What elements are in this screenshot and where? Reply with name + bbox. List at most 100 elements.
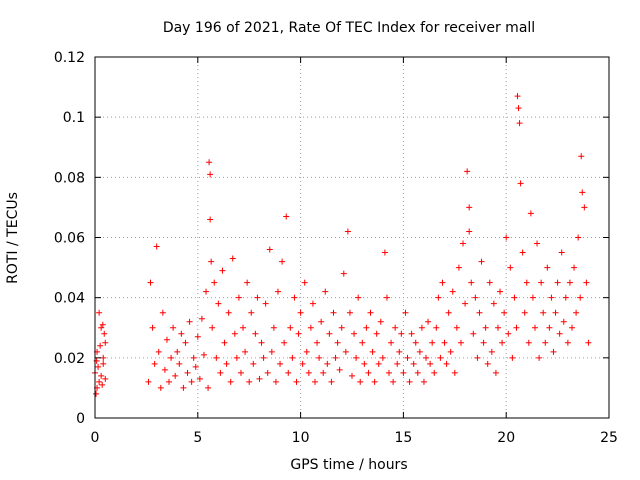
data-point — [536, 354, 543, 361]
data-point — [161, 366, 168, 373]
data-point — [293, 378, 300, 385]
data-point — [410, 360, 417, 367]
data-point — [314, 339, 321, 346]
data-point — [184, 369, 191, 376]
data-point — [437, 354, 444, 361]
data-point — [513, 324, 520, 331]
y-tick-label: 0 — [76, 411, 85, 427]
data-point — [240, 324, 247, 331]
data-point — [523, 279, 530, 286]
data-point — [453, 324, 460, 331]
data-points — [92, 93, 592, 397]
data-point — [324, 360, 331, 367]
data-point — [470, 330, 477, 337]
data-point — [514, 93, 521, 100]
data-point — [562, 294, 569, 301]
data-point — [359, 339, 366, 346]
data-point — [168, 354, 175, 361]
data-point — [285, 369, 292, 376]
data-point — [198, 315, 205, 322]
data-point — [414, 369, 421, 376]
data-point — [219, 267, 226, 274]
data-point — [102, 375, 109, 382]
data-point — [332, 354, 339, 361]
data-point — [499, 339, 506, 346]
data-point — [449, 288, 456, 295]
data-point — [98, 372, 105, 379]
data-point — [505, 330, 512, 337]
data-point — [248, 309, 255, 316]
data-point — [540, 309, 547, 316]
data-point — [97, 342, 104, 349]
y-tick-label: 0.12 — [54, 50, 85, 66]
data-point — [346, 309, 353, 316]
data-point — [531, 324, 538, 331]
data-point — [260, 354, 267, 361]
data-point — [190, 354, 197, 361]
data-point — [581, 204, 588, 211]
data-point — [274, 288, 281, 295]
data-point — [170, 324, 177, 331]
data-point — [492, 369, 499, 376]
data-point — [231, 330, 238, 337]
data-point — [501, 309, 508, 316]
data-point — [400, 369, 407, 376]
data-point — [205, 384, 212, 391]
data-point — [390, 378, 397, 385]
data-point — [330, 309, 337, 316]
data-point — [215, 300, 222, 307]
data-point — [221, 339, 228, 346]
data-point — [486, 279, 493, 286]
data-point — [93, 390, 100, 397]
data-point — [270, 324, 277, 331]
data-point — [474, 354, 481, 361]
data-point — [482, 324, 489, 331]
data-point — [244, 279, 251, 286]
data-point — [542, 339, 549, 346]
data-point — [182, 339, 189, 346]
data-point — [242, 348, 249, 355]
data-point — [309, 300, 316, 307]
data-point — [266, 246, 273, 253]
data-point — [96, 378, 103, 385]
data-point — [416, 348, 423, 355]
axes: 0 5 10 15 20 25 0 0.02 0.04 0.06 0.08 0.1 0.12 — [54, 50, 618, 446]
x-axis-label: GPS time / hours — [290, 457, 407, 473]
data-point — [166, 378, 173, 385]
data-point — [186, 318, 193, 325]
x-tick-label: 0 — [91, 430, 100, 446]
data-point — [484, 360, 491, 367]
data-point — [396, 348, 403, 355]
data-point — [250, 360, 257, 367]
data-point — [367, 309, 374, 316]
data-point — [386, 369, 393, 376]
data-point — [455, 264, 462, 271]
data-point — [379, 354, 386, 361]
data-point — [318, 318, 325, 325]
data-point — [579, 189, 586, 196]
data-point — [211, 279, 218, 286]
y-tick-label: 0.08 — [54, 170, 85, 186]
data-point — [466, 204, 473, 211]
data-point — [355, 294, 362, 301]
data-point — [439, 279, 446, 286]
data-point — [571, 264, 578, 271]
data-point — [258, 339, 265, 346]
data-point — [328, 378, 335, 385]
data-point — [203, 288, 210, 295]
x-tick-label: 10 — [292, 430, 310, 446]
y-tick-label: 0.02 — [54, 351, 85, 367]
data-point — [336, 366, 343, 373]
data-point — [369, 348, 376, 355]
data-point — [468, 279, 475, 286]
data-point — [246, 378, 253, 385]
data-point — [233, 354, 240, 361]
data-point — [326, 330, 333, 337]
data-point — [303, 348, 310, 355]
data-point — [192, 363, 199, 370]
data-point — [153, 243, 160, 250]
data-point — [157, 384, 164, 391]
data-point — [564, 339, 571, 346]
data-point — [206, 159, 213, 166]
